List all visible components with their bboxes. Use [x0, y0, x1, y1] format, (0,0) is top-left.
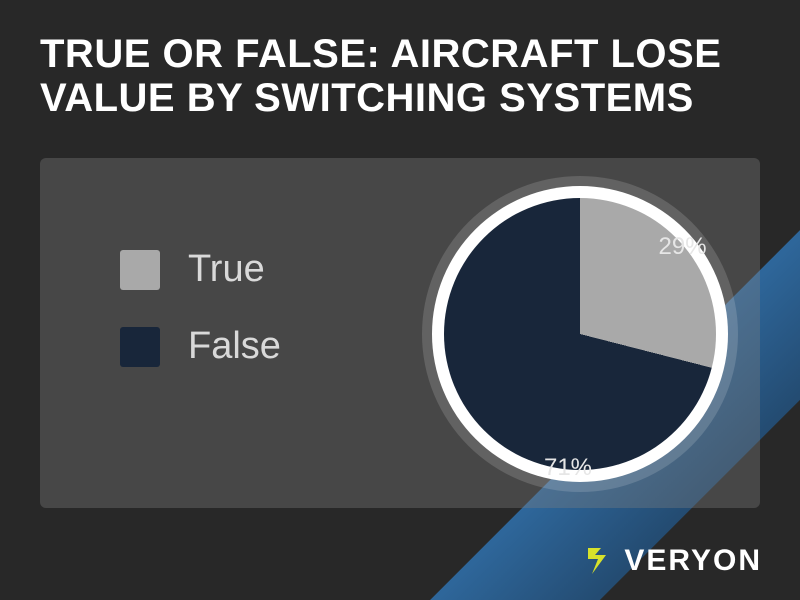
legend-label: False: [188, 325, 281, 368]
pie-label-false: 71%: [544, 454, 592, 482]
legend-label: True: [188, 248, 265, 291]
legend-swatch-false: [120, 327, 160, 367]
legend-item-true: True: [120, 248, 281, 291]
brand-logo: VERYON: [586, 544, 762, 578]
pie-chart: 29% 71%: [422, 176, 738, 492]
legend-swatch-true: [120, 250, 160, 290]
page-title: TRUE OR FALSE: AIRCRAFT LOSE VALUE BY SW…: [40, 32, 760, 120]
pie-label-true: 29%: [658, 233, 706, 261]
legend: True False: [120, 248, 281, 402]
legend-item-false: False: [120, 325, 281, 368]
brand-mark-icon: [586, 546, 616, 576]
chart-panel: True False 29% 71%: [40, 158, 760, 508]
brand-name: VERYON: [624, 544, 762, 578]
infographic-canvas: TRUE OR FALSE: AIRCRAFT LOSE VALUE BY SW…: [0, 0, 800, 600]
